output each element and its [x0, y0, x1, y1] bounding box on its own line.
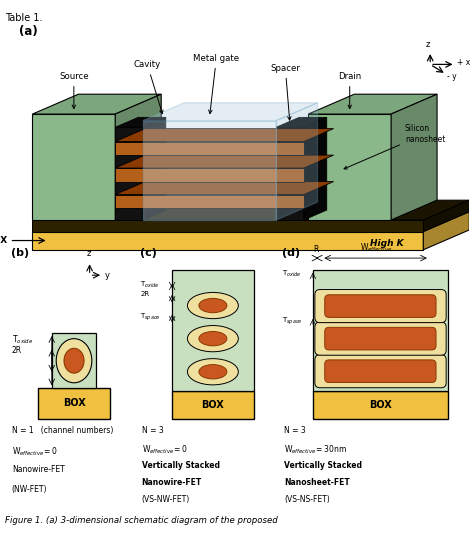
Text: (a): (a) — [18, 25, 37, 37]
Polygon shape — [309, 94, 437, 114]
Text: W$_{effective}$= 0: W$_{effective}$= 0 — [142, 443, 188, 456]
Polygon shape — [32, 114, 115, 220]
Ellipse shape — [199, 332, 227, 346]
Ellipse shape — [56, 339, 92, 383]
Text: T$_{oxide}$: T$_{oxide}$ — [12, 333, 33, 345]
Polygon shape — [32, 211, 469, 232]
Text: W$_{effective}$: W$_{effective}$ — [360, 242, 392, 255]
Text: High K: High K — [370, 239, 404, 248]
Polygon shape — [115, 182, 334, 194]
Bar — [52, 333, 96, 388]
Text: Nanosheet-FET: Nanosheet-FET — [284, 478, 350, 487]
Polygon shape — [143, 103, 318, 121]
Text: + x: + x — [457, 58, 470, 67]
Text: Vertically Stacked: Vertically Stacked — [142, 461, 219, 470]
Text: W$_{effective}$= 0: W$_{effective}$= 0 — [12, 446, 58, 458]
Text: Table 1.: Table 1. — [5, 13, 42, 23]
Polygon shape — [115, 194, 304, 208]
Polygon shape — [143, 121, 276, 220]
Polygon shape — [423, 200, 469, 232]
Bar — [172, 391, 254, 419]
Text: (b): (b) — [10, 248, 29, 258]
Ellipse shape — [64, 348, 84, 373]
Text: BOX: BOX — [369, 400, 392, 410]
Text: T$_{space}$: T$_{space}$ — [282, 316, 302, 327]
Ellipse shape — [187, 359, 238, 385]
Bar — [313, 270, 448, 391]
Text: z: z — [426, 40, 430, 49]
Ellipse shape — [187, 326, 238, 352]
Text: BOX: BOX — [63, 398, 85, 409]
Text: Nanowire-FET: Nanowire-FET — [142, 478, 202, 487]
Text: (NW-FET): (NW-FET) — [12, 485, 47, 494]
Bar — [38, 388, 109, 419]
Text: N = 1   (channel numbers): N = 1 (channel numbers) — [12, 426, 113, 435]
Text: (c): (c) — [140, 248, 157, 258]
FancyBboxPatch shape — [325, 295, 436, 317]
Text: Source: Source — [59, 72, 89, 108]
Polygon shape — [423, 211, 469, 250]
Text: T$_{oxide}$: T$_{oxide}$ — [282, 269, 301, 279]
Text: Metal gate: Metal gate — [193, 54, 239, 114]
Text: N = 3: N = 3 — [284, 426, 306, 435]
Polygon shape — [32, 94, 161, 114]
Polygon shape — [32, 220, 423, 232]
Polygon shape — [115, 129, 334, 142]
Polygon shape — [115, 168, 304, 182]
Text: (VS-NW-FET): (VS-NW-FET) — [142, 496, 190, 505]
Text: T$_{space}$: T$_{space}$ — [140, 311, 161, 323]
Text: Spacer: Spacer — [270, 64, 301, 120]
Polygon shape — [276, 127, 304, 220]
Polygon shape — [32, 200, 469, 220]
Polygon shape — [276, 103, 318, 220]
Text: y: y — [105, 271, 110, 280]
Text: 2R: 2R — [12, 347, 22, 355]
FancyBboxPatch shape — [315, 289, 446, 323]
Text: - y: - y — [447, 72, 457, 81]
Bar — [313, 391, 448, 419]
FancyBboxPatch shape — [325, 327, 436, 350]
Text: Figure 1. (a) 3-dimensional schematic diagram of the proposed: Figure 1. (a) 3-dimensional schematic di… — [5, 516, 277, 525]
Text: Vertically Stacked: Vertically Stacked — [284, 461, 362, 470]
Polygon shape — [115, 142, 304, 155]
FancyBboxPatch shape — [325, 360, 436, 382]
Text: R: R — [313, 246, 319, 255]
Ellipse shape — [187, 293, 238, 319]
FancyBboxPatch shape — [315, 322, 446, 355]
Text: Cavity: Cavity — [134, 60, 163, 114]
Polygon shape — [115, 155, 334, 168]
Polygon shape — [32, 232, 423, 250]
Text: (VS-NS-FET): (VS-NS-FET) — [284, 496, 330, 505]
Ellipse shape — [199, 365, 227, 379]
Text: BOX: BOX — [201, 400, 224, 410]
Polygon shape — [304, 117, 327, 220]
Polygon shape — [115, 127, 143, 220]
Text: Drain: Drain — [338, 72, 361, 108]
Text: T$_{oxide}$: T$_{oxide}$ — [140, 279, 160, 289]
Text: W$_{effective}$= 30nm: W$_{effective}$= 30nm — [284, 443, 347, 456]
Polygon shape — [309, 114, 391, 220]
Polygon shape — [391, 94, 437, 220]
Text: N = 3: N = 3 — [142, 426, 164, 435]
Polygon shape — [115, 94, 161, 220]
Bar — [172, 270, 254, 391]
Text: Nanowire-FET: Nanowire-FET — [12, 466, 64, 474]
Text: (d): (d) — [282, 248, 300, 258]
Polygon shape — [115, 117, 166, 127]
Text: BOX: BOX — [0, 236, 7, 245]
Text: 2R: 2R — [140, 291, 149, 297]
Text: z: z — [86, 249, 91, 258]
Polygon shape — [276, 117, 327, 127]
Ellipse shape — [199, 299, 227, 313]
FancyBboxPatch shape — [315, 355, 446, 388]
Text: Silicon
nanosheet: Silicon nanosheet — [344, 124, 445, 169]
Polygon shape — [143, 117, 166, 220]
